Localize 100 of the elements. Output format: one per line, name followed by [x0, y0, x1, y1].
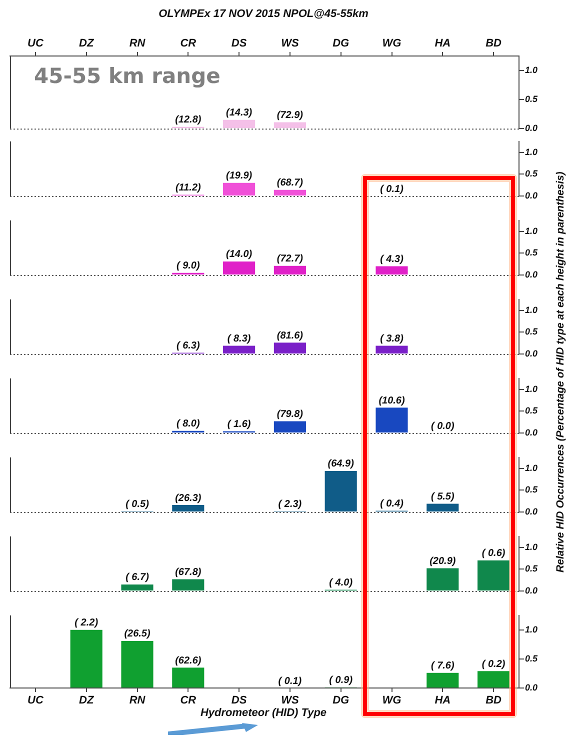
annotation: ( 0.0): [430, 420, 455, 432]
annotation: (64.9): [328, 458, 355, 470]
y-tick-label: 0.5: [525, 653, 539, 664]
annotation: ( 0.2): [482, 658, 506, 670]
y-tick-label: 0.5: [525, 406, 539, 416]
y-tick-label: 0.5: [525, 248, 539, 258]
x-tick-label: CR: [180, 694, 196, 707]
x-tick-label: WG: [382, 694, 402, 707]
y-tick-label: 0.5: [525, 564, 539, 574]
bar: [223, 346, 256, 354]
bar: [324, 470, 357, 512]
x-tick-label: DG: [332, 37, 350, 50]
y-tick-label: 1.0: [525, 304, 538, 315]
bar: [70, 630, 102, 688]
x-tick-label: WS: [281, 694, 300, 707]
annotation: ( 4.0): [329, 577, 354, 588]
annotation: ( 3.8): [380, 333, 404, 344]
annotation: ( 5.5): [430, 491, 455, 502]
bar: [121, 640, 154, 688]
x-tick-label: RN: [129, 37, 146, 50]
bar: [172, 505, 204, 512]
annotation: ( 0.9): [329, 675, 354, 686]
y-tick-label: 0.0: [525, 585, 538, 596]
y-axis-title: Relative HID Occurrences (Percentage of HID type at each height in parenthesis): [554, 172, 566, 572]
annotation: ( 4.3): [380, 254, 404, 266]
annotation: ( 6.3): [176, 340, 200, 352]
bar: [274, 421, 306, 432]
annotation: (67.8): [175, 566, 202, 578]
x-tick-label: WS: [281, 37, 300, 50]
annotation: (68.7): [276, 178, 304, 189]
y-tick-label: 0.0: [525, 682, 538, 692]
annotation: ( 8.3): [227, 333, 252, 344]
annotation: (14.3): [226, 108, 253, 119]
annotation: ( 6.7): [126, 572, 150, 584]
annotation: ( 0.1): [278, 676, 302, 687]
x-tick-label: DZ: [79, 694, 95, 707]
bar: [172, 668, 204, 688]
annotation: (62.6): [175, 655, 202, 666]
y-tick-label: 0.0: [525, 427, 538, 438]
annotation: (72.7): [276, 254, 304, 265]
y-tick-label: 0.0: [525, 269, 538, 280]
annotation: ( 0.1): [380, 184, 404, 195]
y-tick-label: 1.0: [525, 542, 538, 552]
bar: [274, 122, 306, 128]
bar: [376, 408, 408, 432]
x-tick-label: HA: [434, 37, 451, 50]
annotation: (26.5): [124, 628, 151, 640]
annotation: (10.6): [378, 395, 406, 406]
x-tick-label: DS: [231, 694, 248, 707]
annotation: ( 8.0): [176, 418, 200, 430]
bar: [376, 346, 408, 354]
annotation: ( 0.5): [126, 498, 150, 510]
annotation: ( 2.2): [74, 618, 99, 629]
annotation: (20.9): [430, 556, 456, 568]
x-tick-label: UC: [28, 37, 44, 50]
y-tick-label: 0.0: [525, 506, 538, 516]
bar: [121, 584, 154, 590]
annotation: ( 7.6): [430, 660, 455, 672]
bar: [426, 568, 459, 590]
x-tick-label: WG: [382, 37, 402, 50]
y-tick-label: 0.0: [525, 123, 538, 134]
y-tick-label: 1.0: [525, 146, 538, 157]
annotation: 45-55 km range: [34, 64, 220, 88]
y-tick-label: 0.5: [525, 484, 539, 495]
x-tick-label: DZ: [79, 37, 95, 50]
bar: [223, 120, 256, 128]
annotation: ( 0.4): [380, 498, 404, 510]
x-axis-title: Hydrometeor (HID) Type: [199, 707, 328, 719]
bar: [426, 504, 459, 512]
annotation: (19.9): [226, 170, 253, 182]
y-tick-label: 0.0: [525, 348, 538, 358]
y-tick-label: 1.0: [525, 624, 538, 634]
x-tick-label: DG: [332, 694, 350, 707]
x-tick-label: BD: [486, 694, 502, 707]
annotation: ( 2.3): [278, 498, 302, 510]
chart-title: OLYMPEx 17 NOV 2015 NPOL@45-55km: [158, 8, 370, 20]
annotation: (11.2): [175, 182, 202, 194]
bar: [274, 342, 306, 354]
annotation: ( 9.0): [176, 260, 200, 272]
y-tick-label: 0.5: [525, 94, 539, 104]
y-tick-label: 1.0: [525, 384, 538, 394]
y-tick-label: 0.5: [525, 326, 539, 337]
bar: [172, 579, 204, 590]
bar: [223, 261, 256, 274]
x-tick-label: BD: [486, 37, 502, 50]
bar: [478, 560, 510, 590]
annotation: (72.9): [276, 110, 304, 121]
bar: [478, 671, 510, 688]
annotation: (14.0): [226, 249, 253, 260]
x-tick-label: UC: [28, 694, 44, 707]
y-tick-label: 1.0: [525, 462, 538, 473]
annotation: (26.3): [175, 492, 202, 504]
bar: [223, 182, 256, 196]
x-tick-label: RN: [129, 694, 146, 707]
bar: [274, 266, 306, 274]
y-tick-label: 0.5: [525, 168, 539, 179]
annotation: (12.8): [175, 114, 202, 126]
y-tick-label: 1.0: [525, 65, 538, 76]
bar: [376, 266, 408, 274]
x-tick-label: HA: [434, 694, 451, 707]
